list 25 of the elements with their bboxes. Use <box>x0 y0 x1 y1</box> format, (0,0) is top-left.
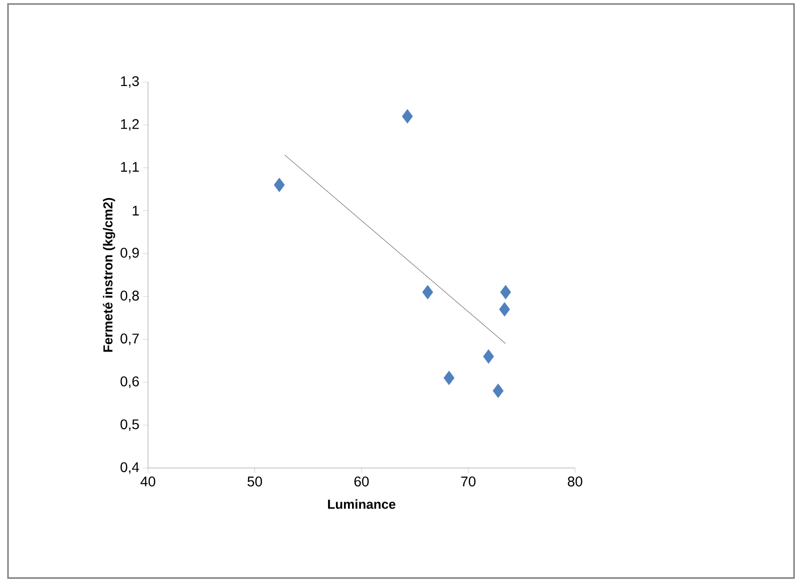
y-tick-label: 1 <box>132 206 139 216</box>
x-tick-label: 80 <box>568 476 582 486</box>
y-tick-label: 1,1 <box>121 162 139 174</box>
point <box>444 370 454 386</box>
y-tick-label: 0,4 <box>120 462 140 474</box>
point <box>422 284 434 300</box>
y-axis-title: Fermeté instron (kg/cm2) <box>102 198 116 352</box>
x-tick-label: 70 <box>461 476 476 486</box>
point <box>500 284 512 300</box>
y-tick-label: 0,6 <box>120 376 139 388</box>
y-tick-label: 1,3 <box>121 76 139 88</box>
point <box>483 349 494 364</box>
y-tick-label: 0,8 <box>120 290 139 302</box>
y-tick-label: 1,2 <box>121 119 139 131</box>
point <box>492 384 504 398</box>
point <box>402 109 413 124</box>
y-tick-label: 0,7 <box>120 334 139 346</box>
x-tick-label: 50 <box>248 476 262 486</box>
point <box>274 178 285 192</box>
x-tick-label: 60 <box>354 476 369 486</box>
y-tick-label: 0,9 <box>120 248 139 260</box>
point <box>499 302 510 317</box>
y-tick-label: 0,5 <box>120 419 139 431</box>
x-axis-title: Luminance <box>328 499 396 509</box>
x-tick-label: 40 <box>140 476 156 486</box>
